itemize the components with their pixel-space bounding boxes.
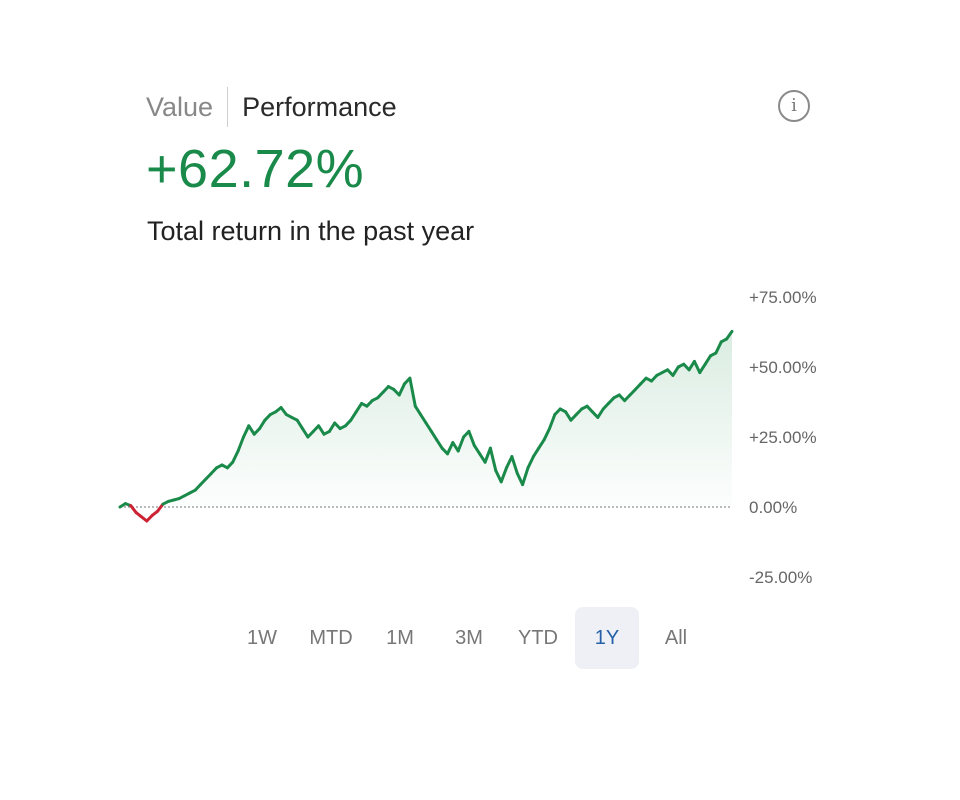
series-segment bbox=[354, 401, 364, 414]
y-axis: +75.00% +50.00% +25.00% 0.00% -25.00% bbox=[749, 288, 817, 587]
info-button[interactable]: i bbox=[778, 90, 810, 122]
range-button-1w[interactable]: 1W bbox=[247, 626, 277, 649]
series-segment bbox=[548, 413, 557, 431]
series-segment bbox=[424, 421, 433, 433]
series-segment bbox=[301, 427, 310, 439]
view-tabs: Value Performance bbox=[146, 86, 397, 128]
series-segment bbox=[510, 455, 519, 475]
tab-value[interactable]: Value bbox=[146, 92, 214, 122]
series-segment bbox=[349, 410, 358, 422]
series-segment bbox=[467, 429, 476, 447]
time-range-selector: 1W MTD 1M 3M YTD 1Y All bbox=[230, 607, 713, 669]
y-tick-label: 0.00% bbox=[749, 498, 797, 517]
series-segment bbox=[494, 469, 503, 484]
total-return-value: +62.72% bbox=[146, 139, 365, 199]
series-segment bbox=[397, 382, 406, 397]
y-tick-label: -25.00% bbox=[749, 568, 812, 587]
y-tick-label: +25.00% bbox=[749, 428, 817, 447]
series-segment bbox=[435, 438, 444, 450]
series-segment bbox=[231, 449, 240, 464]
series-segment bbox=[429, 429, 439, 442]
range-button-all[interactable]: All bbox=[664, 626, 688, 649]
series-segment bbox=[714, 340, 723, 355]
series-segment bbox=[692, 359, 702, 375]
series-segment bbox=[542, 427, 551, 442]
performance-chart: +75.00% +50.00% +25.00% 0.00% -25.00% bbox=[118, 288, 817, 587]
series-segment bbox=[521, 466, 530, 487]
series-segment bbox=[413, 404, 423, 417]
series-segment bbox=[446, 441, 455, 456]
series-line bbox=[118, 329, 734, 523]
series-segment bbox=[456, 435, 466, 453]
series-segment bbox=[295, 418, 304, 431]
series-segment bbox=[247, 424, 256, 436]
range-button-1y[interactable]: 1Y bbox=[575, 607, 639, 669]
series-segment bbox=[258, 418, 267, 431]
series-segment bbox=[703, 354, 712, 366]
series-segment bbox=[317, 424, 326, 436]
series-segment bbox=[596, 407, 605, 419]
series-segment bbox=[698, 362, 707, 375]
y-tick-label: +75.00% bbox=[749, 288, 817, 307]
series-segment bbox=[419, 413, 428, 425]
series-segment bbox=[671, 365, 680, 377]
total-return-description: Total return in the past year bbox=[147, 216, 475, 246]
series-segment bbox=[531, 446, 541, 459]
series-segment bbox=[725, 329, 734, 341]
tab-divider bbox=[227, 87, 229, 127]
series-segment bbox=[472, 443, 482, 456]
range-button-3m[interactable]: 3M bbox=[455, 626, 483, 649]
area-fill bbox=[120, 331, 732, 507]
series-segment bbox=[236, 435, 245, 453]
series-segment bbox=[327, 421, 337, 433]
series-segment bbox=[526, 455, 535, 470]
series-segment bbox=[488, 446, 498, 473]
tab-performance[interactable]: Performance bbox=[242, 92, 397, 122]
series-segment bbox=[242, 424, 251, 439]
range-button-1m[interactable]: 1M bbox=[386, 626, 414, 649]
range-button-ytd[interactable]: YTD bbox=[518, 626, 558, 649]
range-button-mtd[interactable]: MTD bbox=[309, 626, 353, 649]
series-segment bbox=[537, 438, 546, 450]
series-segment bbox=[564, 410, 573, 422]
info-icon: i bbox=[791, 95, 797, 116]
y-tick-label: +50.00% bbox=[749, 358, 817, 377]
series-segment bbox=[499, 466, 508, 484]
series-segment bbox=[408, 376, 417, 408]
